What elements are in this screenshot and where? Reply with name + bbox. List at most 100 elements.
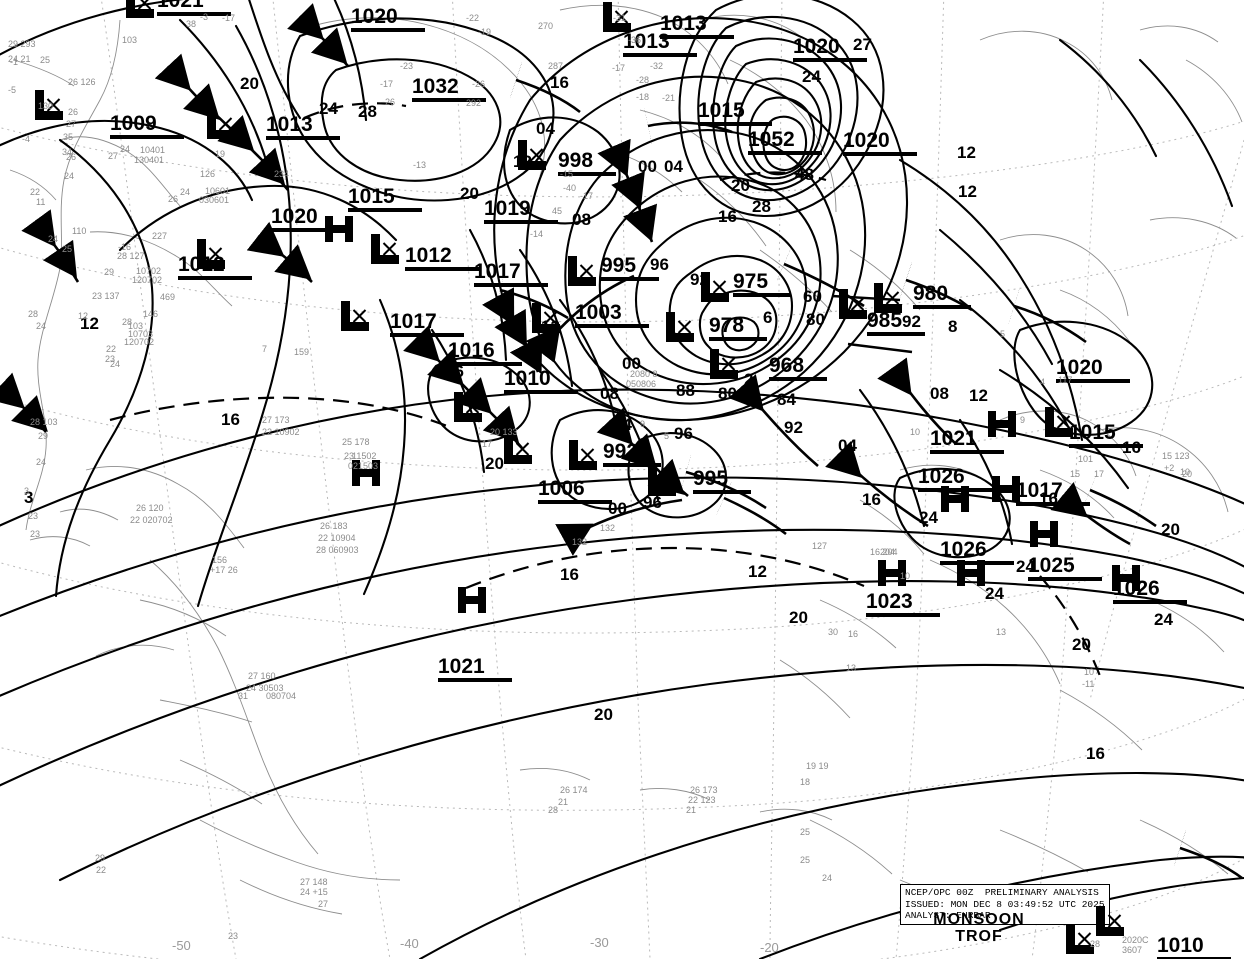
pressure-label-underline — [866, 613, 940, 617]
pressure-label-underline — [1056, 379, 1130, 383]
isobar-label: 20 — [1161, 520, 1180, 539]
pressure-label-1006-34: 1006 — [538, 478, 612, 504]
station-numeral: 146 — [143, 309, 159, 319]
station-numeral: 26 174 — [560, 785, 588, 795]
low-pressure-symbol — [666, 312, 694, 342]
station-numeral: 130401 — [134, 155, 165, 165]
high-pressure-symbol — [941, 486, 969, 512]
isobar-label: 80 — [718, 384, 737, 403]
isobar-label: 6 — [763, 308, 773, 327]
station-numeral: -17 — [380, 79, 394, 89]
station-numeral: 227 — [152, 231, 168, 241]
pressure-label-value: 978 — [709, 314, 745, 337]
station-numeral: 24 — [36, 321, 47, 331]
pressure-label-value: 980 — [913, 282, 949, 305]
pressure-label-underline — [405, 267, 479, 271]
station-numeral: 31 — [238, 691, 249, 701]
pressure-label-1020-14: 1020 — [271, 206, 345, 232]
pressure-label-value: 1016 — [448, 339, 495, 362]
station-numeral: 22 10902 — [262, 427, 300, 437]
station-numeral: 10 — [1084, 667, 1095, 677]
pressure-label-underline — [558, 172, 616, 176]
isobar-label: 24 — [985, 584, 1004, 603]
station-numeral: -36 — [628, 35, 642, 45]
station-numeral: 5 — [664, 431, 670, 441]
pressure-label-value: 995 — [693, 467, 729, 490]
pressure-label-1023-39: 1023 — [866, 591, 940, 617]
station-numeral: 103 — [122, 35, 138, 45]
isobar-label: 04 — [838, 436, 857, 455]
station-numeral: 3607 — [1122, 945, 1143, 955]
station-numeral: 45 — [552, 206, 563, 216]
isobar-label: 12 — [969, 386, 988, 405]
station-numeral: -18 — [636, 92, 650, 102]
station-numeral: 9 — [640, 419, 646, 429]
monsoon-label-line-2: TROF — [955, 927, 1003, 945]
low-pressure-symbol — [518, 140, 546, 170]
low-pressure-symbol — [532, 303, 560, 333]
low-symbol-corner — [1096, 906, 1124, 936]
station-numeral: 4 — [1040, 377, 1046, 387]
pressure-label-underline — [603, 463, 661, 467]
isobar-label: 12 — [748, 562, 767, 581]
pressure-label-underline — [1069, 444, 1143, 448]
isobar-label: 16 — [221, 410, 240, 429]
pressure-label-underline — [538, 500, 612, 504]
pressure-label-value: 1020 — [1056, 356, 1103, 379]
pressure-label-value: 1010 — [504, 367, 551, 390]
pressure-label-1015-29: 1015 — [1069, 422, 1143, 448]
pressure-label-underline — [157, 12, 231, 16]
isobar-label: 2 — [744, 370, 754, 389]
low-pressure-symbol — [603, 2, 631, 32]
low-pressure-symbol — [839, 289, 867, 319]
station-numeral: -14 — [530, 229, 544, 239]
isobar-label: 92 — [902, 312, 921, 331]
longitude-tick--30: -30 — [590, 935, 609, 950]
pressure-label-value: 1015 — [1069, 421, 1116, 444]
station-numeral: 24 30503 — [246, 683, 284, 693]
isobar-label: 92 — [784, 418, 803, 437]
station-numeral: -17 — [222, 13, 236, 23]
isobar-label: 80 — [806, 310, 825, 329]
pressure-label-underline — [390, 333, 464, 337]
station-numeral: 25 178 — [342, 437, 370, 447]
pressure-label-1032-5: 1032 — [412, 76, 486, 102]
station-numeral: -13 — [413, 160, 427, 170]
station-numeral: 21 — [686, 805, 697, 815]
low-pressure-symbol — [701, 272, 729, 302]
low-pressure-symbol — [874, 283, 902, 313]
pressure-label-995-33: 995 — [693, 468, 751, 494]
station-numeral: 132 — [600, 523, 616, 533]
station-numeral: 16 — [848, 629, 859, 639]
station-numeral: 11502 — [352, 451, 377, 461]
isobar-label: 04 — [613, 415, 632, 434]
isobar-label: 20 — [240, 74, 259, 93]
high-pressure-symbol — [878, 560, 906, 586]
longitude-tick--20: -20 — [760, 940, 779, 955]
pressure-label-underline — [930, 450, 1004, 454]
station-numeral: 24 — [64, 171, 75, 181]
pressure-label-underline — [660, 35, 734, 39]
isobar-label: 20 — [731, 176, 750, 195]
low-pressure-symbol — [454, 392, 482, 422]
pressure-label-underline — [271, 228, 345, 232]
station-numeral: 21 — [558, 797, 569, 807]
low-pressure-symbol — [648, 466, 676, 496]
station-numeral: 24 — [36, 457, 47, 467]
pressure-label-980-20: 980 — [913, 283, 971, 309]
isobar-label: 27 — [853, 35, 872, 54]
station-numeral: -17 — [580, 191, 594, 201]
station-numeral: 101 — [1078, 454, 1094, 464]
isobar-label: 96 — [674, 424, 693, 443]
station-numeral: 127 — [812, 541, 828, 551]
isobar-label: 96 — [650, 255, 669, 274]
pressure-label-value: 968 — [769, 354, 805, 377]
isobar-label: 20 — [1072, 635, 1091, 654]
pressure-label-value: 1013 — [660, 12, 707, 35]
pressure-label-value: 998 — [558, 149, 594, 172]
monsoon-label-line-1: MONSOON — [933, 911, 1025, 928]
station-numeral: 18 — [800, 777, 811, 787]
station-numeral: 110 — [72, 226, 87, 236]
station-numeral: 22 — [30, 187, 41, 197]
